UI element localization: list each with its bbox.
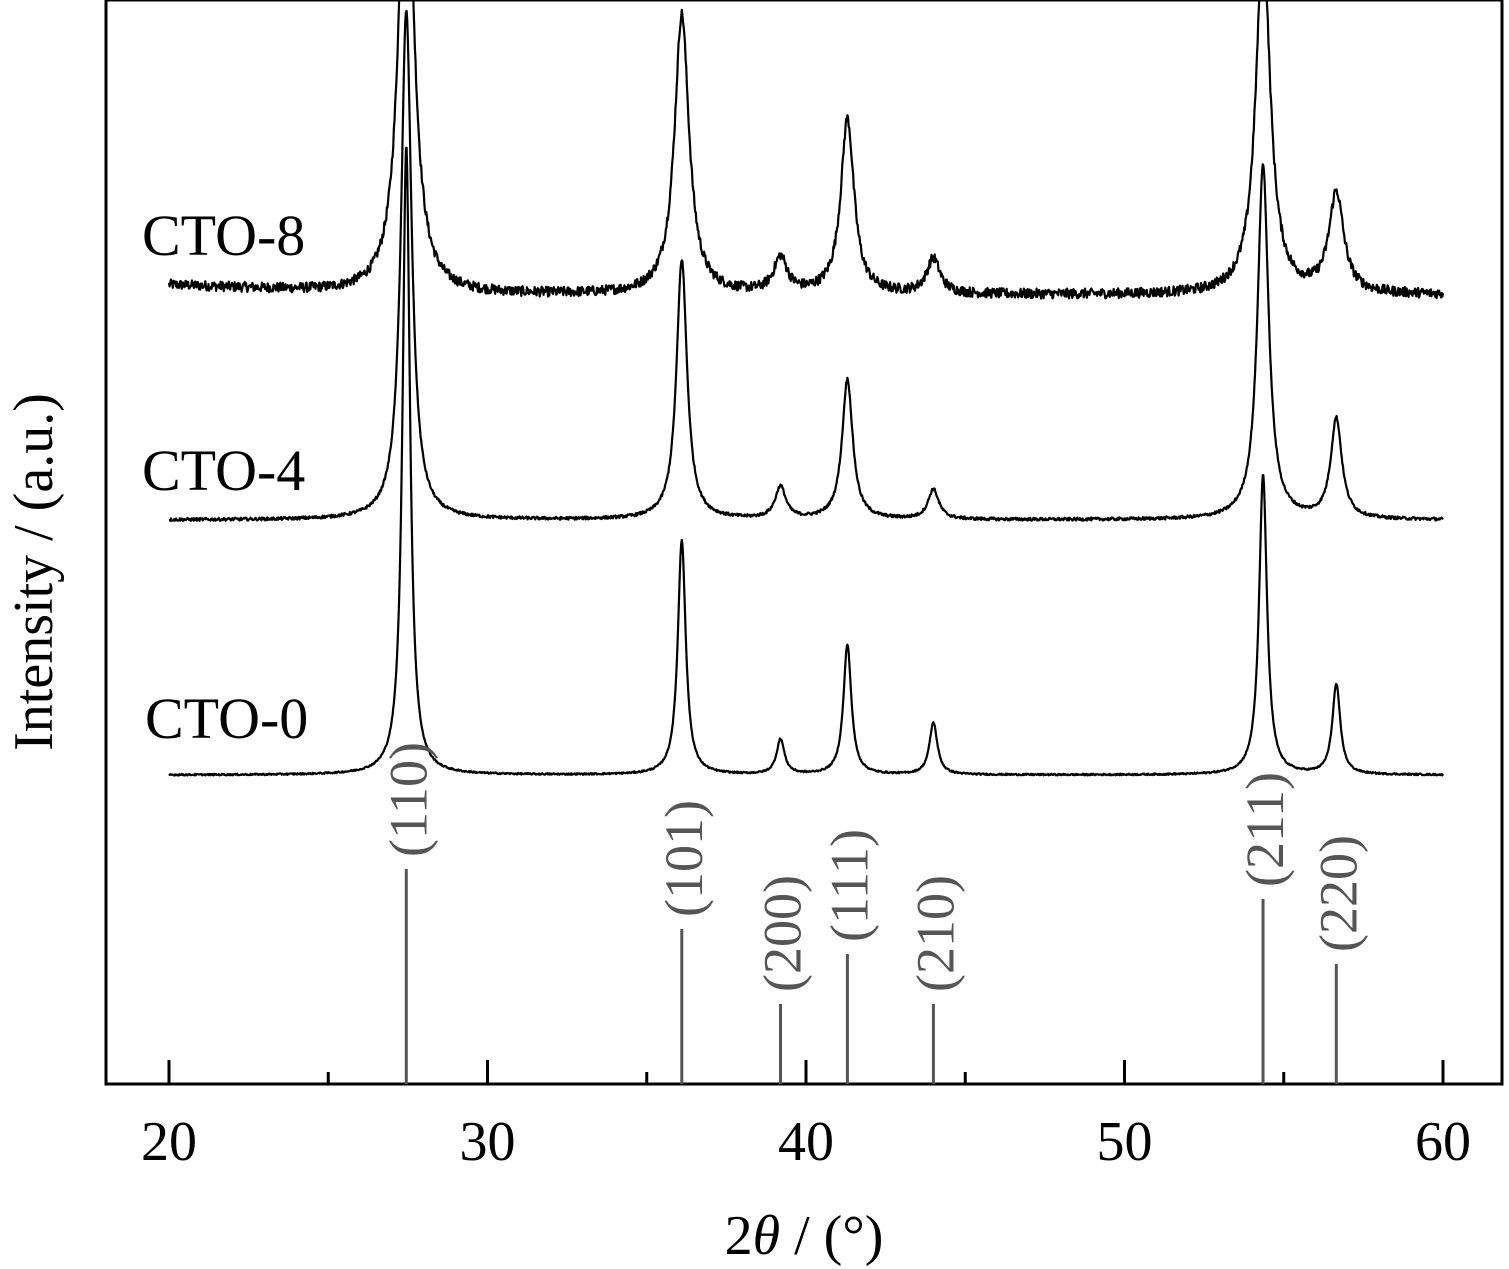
x-axis-title-suffix: / (°) [780,1205,883,1267]
series-label-cto-0: CTO-0 [145,686,308,751]
y-axis-title: Intensity / (a.u.) [3,393,65,751]
x-tick-label-60: 60 [1415,1111,1471,1173]
ref-label-101: (101) [654,800,714,917]
x-tick-label-50: 50 [1097,1111,1153,1173]
series-line-cto-4 [168,9,1444,523]
series-labels-group: CTO-8 CTO-4 CTO-0 [142,203,308,751]
ref-label-200: (200) [753,875,813,992]
x-tick-label-40: 40 [778,1111,834,1173]
x-axis-title-prefix: 2 [725,1205,753,1267]
ref-label-210: (210) [905,875,965,992]
x-tick-label-30: 30 [460,1111,516,1173]
ref-label-220: (220) [1308,835,1368,952]
series-label-cto-8: CTO-8 [142,203,305,268]
series-label-cto-4: CTO-4 [142,438,305,503]
series-group [167,0,1445,777]
ref-label-110: (110) [378,742,438,857]
x-tick-label-20: 20 [141,1111,197,1173]
reference-lines-group: (110) (101) (200) (111) (210) (211)(220) [378,742,1368,1084]
x-axis-title: 2θ / (°) [725,1205,884,1267]
x-axis-title-symbol: θ [753,1205,781,1267]
plot-frame [104,0,1504,1086]
ref-label-211: (211) [1235,772,1295,887]
series-line-cto-0 [168,146,1444,777]
x-axis-ticks: 20 30 40 50 60 [141,1060,1471,1173]
series-line-cto-8 [167,0,1445,300]
ref-label-111: (111) [819,829,879,942]
